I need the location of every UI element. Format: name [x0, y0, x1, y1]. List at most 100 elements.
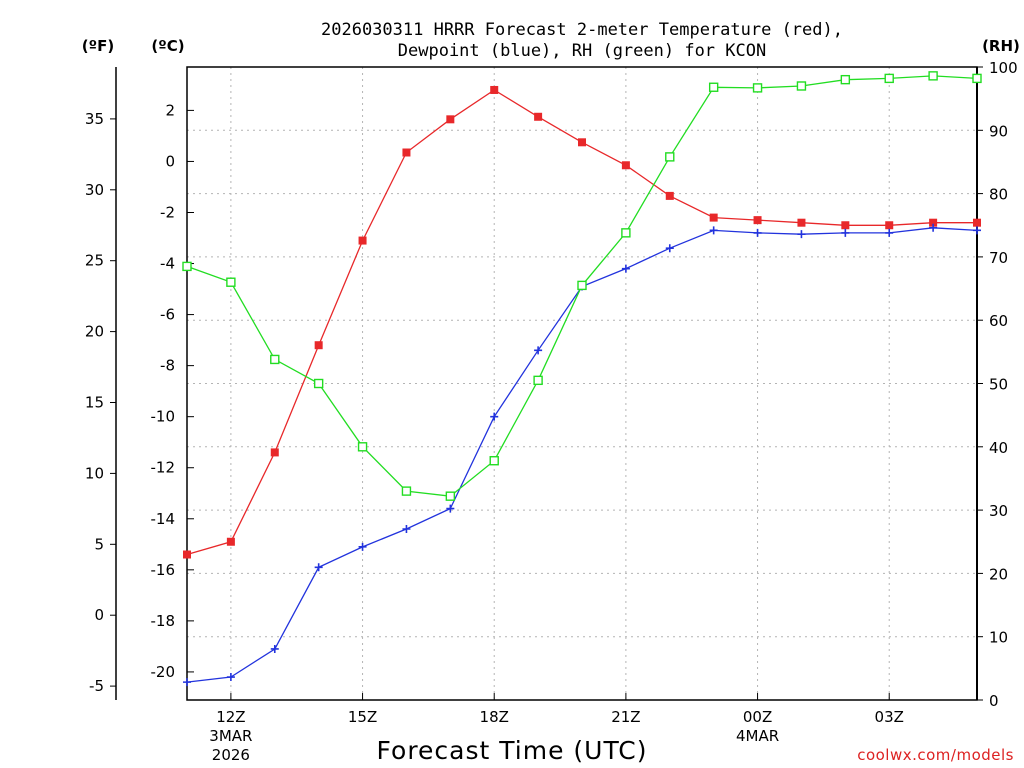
dewpoint-point [841, 228, 850, 237]
fahrenheit-tick-label: 30 [85, 181, 104, 199]
rh-tick-label: 0 [989, 692, 999, 710]
x-tick-label: 21Z [611, 708, 640, 726]
series-temperature [183, 85, 981, 559]
dewpoint-point [621, 264, 630, 273]
temperature-point [183, 550, 191, 559]
dewpoint-line [186, 227, 978, 683]
fahrenheit-tick-label: 25 [85, 252, 104, 270]
chart-title-line2: Dewpoint (blue), RH (green) for KCON [398, 41, 766, 61]
rh-tick-label: 40 [989, 439, 1008, 457]
fahrenheit-tick-label: 10 [85, 464, 104, 482]
temperature-point [929, 218, 938, 227]
rh-point [972, 73, 982, 84]
temperature-point [226, 537, 235, 546]
temperature-line [186, 89, 977, 556]
dewpoint-point [402, 524, 411, 533]
fahrenheit-tick-label: 35 [85, 110, 104, 128]
rh-point [182, 261, 192, 272]
rh-point [621, 228, 631, 238]
fahrenheit-tick-label: 15 [85, 394, 104, 412]
rh-point [489, 456, 499, 466]
fahrenheit-tick-label: 20 [85, 323, 104, 341]
temperature-point [534, 112, 543, 121]
celsius-tick-label: 0 [165, 152, 175, 170]
chart-title-line1: 2026030311 HRRR Forecast 2-meter Tempera… [321, 20, 843, 40]
series-layer [182, 71, 982, 687]
fahrenheit-tick-label: 0 [94, 606, 104, 624]
series-rh [182, 71, 982, 501]
rh-point [577, 280, 587, 291]
temperature-point [490, 85, 499, 94]
celsius-tick-label: -2 [160, 203, 175, 221]
temperature-point [841, 221, 850, 230]
rh-point [313, 378, 324, 389]
temperature-point [665, 191, 674, 200]
rh-point [796, 81, 807, 91]
rh-tick-label: 80 [989, 186, 1008, 204]
temperature-point [446, 115, 455, 124]
rh-unit-label: (RH) [982, 37, 1020, 55]
dewpoint-point [534, 346, 543, 355]
rh-tick-label: 70 [989, 249, 1008, 267]
x-tick-label: 18Z [480, 708, 509, 726]
celsius-tick-label: -18 [151, 612, 176, 630]
series-dewpoint [183, 223, 981, 687]
rh-tick-label: 20 [989, 565, 1008, 583]
temperature-point [402, 148, 411, 157]
rh-point [401, 486, 412, 496]
rh-point [840, 74, 851, 85]
celsius-unit-label: (ºC) [151, 37, 184, 55]
plot-frame [186, 66, 978, 701]
celsius-tick-label: -12 [151, 459, 176, 477]
credit-link[interactable]: coolwx.com/models [857, 746, 1014, 764]
temperature-point [578, 138, 586, 147]
grid-layer [187, 67, 977, 700]
dewpoint-point [929, 223, 938, 232]
celsius-tick-label: -8 [160, 357, 175, 375]
fahrenheit-tick-label: -5 [89, 677, 104, 695]
dewpoint-point [183, 678, 191, 687]
rh-tick-label: 90 [989, 122, 1008, 140]
celsius-tick-label: -6 [160, 306, 175, 324]
rh-tick-label: 50 [989, 376, 1008, 394]
temperature-point [973, 218, 981, 227]
x-tick-date-label: 3MAR [209, 727, 252, 745]
x-tick-label: 00Z [743, 708, 772, 726]
dewpoint-point [797, 230, 806, 239]
temperature-point [885, 221, 894, 230]
rh-tick-label: 60 [989, 312, 1008, 330]
dewpoint-point [446, 504, 455, 513]
temperature-point [314, 341, 323, 350]
dewpoint-point [973, 226, 981, 235]
temperature-point [270, 448, 279, 457]
dewpoint-point [270, 644, 279, 653]
x-tick-label: 03Z [875, 708, 904, 726]
rh-point [928, 71, 938, 81]
dewpoint-point [490, 412, 499, 421]
rh-tick-label: 30 [989, 502, 1008, 520]
celsius-tick-label: -4 [160, 255, 175, 273]
x-tick-date-label: 4MAR [736, 727, 779, 745]
rh-point [752, 83, 763, 93]
rh-tick-label: 10 [989, 629, 1008, 647]
rh-point [270, 354, 280, 365]
temperature-point [358, 236, 367, 245]
celsius-tick-label: -20 [151, 663, 176, 681]
temperature-point [797, 218, 806, 227]
dewpoint-point [665, 244, 674, 253]
x-axis-title: Forecast Time (UTC) [377, 736, 648, 765]
rh-tick-label: 100 [989, 59, 1018, 77]
rh-point [533, 375, 543, 386]
temperature-point [753, 216, 762, 225]
rh-point [708, 82, 719, 92]
rh-point [226, 277, 236, 287]
x-tick-label: 12Z [216, 708, 245, 726]
dewpoint-point [885, 228, 894, 237]
dewpoint-point [753, 228, 762, 237]
x-tick-year-label: 2026 [212, 746, 250, 764]
dewpoint-point [314, 563, 323, 572]
fahrenheit-unit-label: (ºF) [82, 37, 114, 55]
celsius-tick-label: 2 [165, 101, 175, 119]
celsius-tick-label: -10 [151, 408, 176, 426]
